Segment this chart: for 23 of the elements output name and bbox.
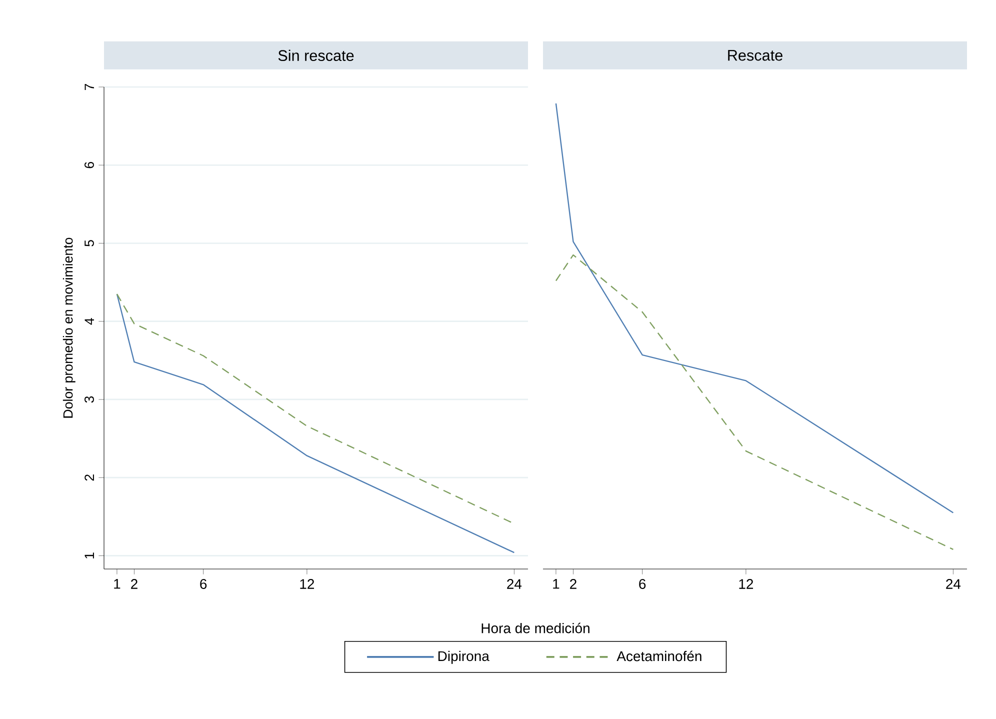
x-tick-label: 2 [570, 579, 576, 589]
y-tick-label: 7 [84, 84, 94, 90]
y-axis-title: Dolor promedio en movimiento [62, 238, 76, 418]
x-tick-label: 2 [131, 579, 138, 589]
x-tick-label: 6 [639, 579, 646, 589]
x-tick-label: 12 [739, 579, 754, 589]
x-tick-label: 6 [200, 579, 207, 589]
legend-label: Dipirona [438, 650, 490, 664]
x-tick-label: 1 [114, 579, 120, 589]
x-tick-label: 1 [553, 579, 560, 589]
legend-label: Acetaminofén [616, 650, 702, 662]
x-tick-label: 24 [507, 579, 522, 589]
y-tick-label: 2 [84, 474, 94, 481]
x-tick-label: 24 [946, 579, 961, 589]
chart-title: Rescate [728, 50, 782, 61]
y-tick-label: 6 [84, 162, 94, 168]
x-tick-label: 12 [300, 579, 314, 589]
y-tick-label: 3 [84, 396, 94, 403]
y-tick-label: 5 [84, 240, 94, 246]
x-axis-title: Hora de medición [482, 622, 590, 634]
chart-title: Sin rescate [278, 50, 354, 62]
y-tick-label: 1 [84, 552, 94, 558]
y-tick-label: 4 [84, 318, 94, 325]
